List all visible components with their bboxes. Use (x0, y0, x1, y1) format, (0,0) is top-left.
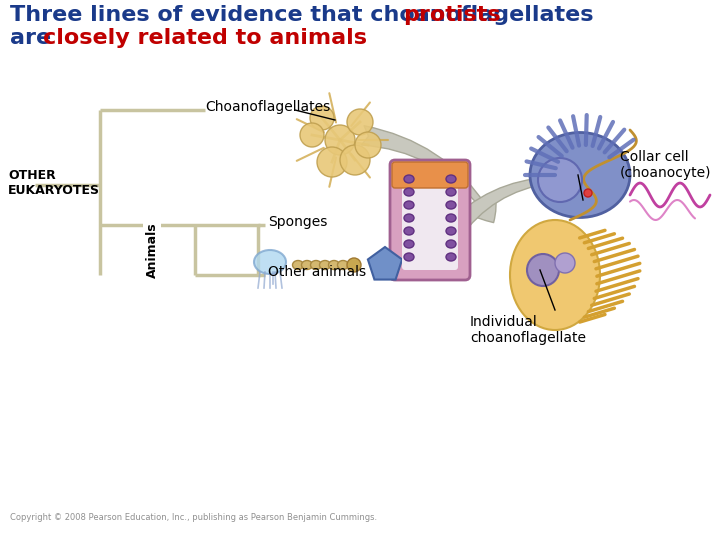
Text: Choanoflagellates: Choanoflagellates (205, 100, 330, 114)
Ellipse shape (510, 220, 600, 330)
Circle shape (325, 125, 355, 155)
Text: Copyright © 2008 Pearson Education, Inc., publishing as Pearson Benjamin Cumming: Copyright © 2008 Pearson Education, Inc.… (10, 513, 377, 522)
Ellipse shape (446, 188, 456, 196)
Ellipse shape (446, 253, 456, 261)
Circle shape (340, 145, 370, 175)
Ellipse shape (404, 227, 414, 235)
Text: Animals: Animals (145, 222, 158, 278)
Circle shape (355, 132, 381, 158)
Circle shape (317, 147, 347, 177)
Ellipse shape (404, 188, 414, 196)
Ellipse shape (404, 214, 414, 222)
Ellipse shape (310, 260, 322, 269)
Ellipse shape (404, 253, 414, 261)
Ellipse shape (320, 260, 330, 269)
Text: are: are (10, 28, 59, 48)
Circle shape (310, 106, 334, 130)
Circle shape (584, 189, 592, 197)
Circle shape (347, 109, 373, 135)
Circle shape (555, 253, 575, 273)
Ellipse shape (302, 260, 312, 269)
Text: Three lines of evidence that choanoflagellates: Three lines of evidence that choanoflage… (10, 5, 601, 25)
Circle shape (300, 123, 324, 147)
Ellipse shape (328, 260, 340, 269)
Ellipse shape (446, 175, 456, 183)
Text: Individual
choanoflagellate: Individual choanoflagellate (470, 315, 586, 345)
Ellipse shape (446, 214, 456, 222)
Text: closely related to animals: closely related to animals (42, 28, 366, 48)
Circle shape (347, 258, 361, 272)
Ellipse shape (446, 201, 456, 209)
Text: Sponges: Sponges (268, 215, 328, 229)
Ellipse shape (292, 260, 304, 269)
Text: protists: protists (404, 5, 501, 25)
Ellipse shape (446, 240, 456, 248)
Ellipse shape (404, 201, 414, 209)
Text: Collar cell
(choanocyte): Collar cell (choanocyte) (620, 150, 711, 180)
Text: OTHER
EUKARYOTES: OTHER EUKARYOTES (8, 169, 100, 197)
Ellipse shape (404, 240, 414, 248)
FancyBboxPatch shape (390, 160, 470, 280)
Ellipse shape (446, 227, 456, 235)
Ellipse shape (530, 132, 630, 218)
Ellipse shape (338, 260, 348, 269)
FancyBboxPatch shape (402, 170, 458, 270)
FancyBboxPatch shape (392, 162, 468, 188)
Ellipse shape (254, 250, 286, 274)
Circle shape (527, 254, 559, 286)
Ellipse shape (404, 175, 414, 183)
Circle shape (538, 158, 582, 202)
Text: Other animals: Other animals (268, 265, 366, 279)
